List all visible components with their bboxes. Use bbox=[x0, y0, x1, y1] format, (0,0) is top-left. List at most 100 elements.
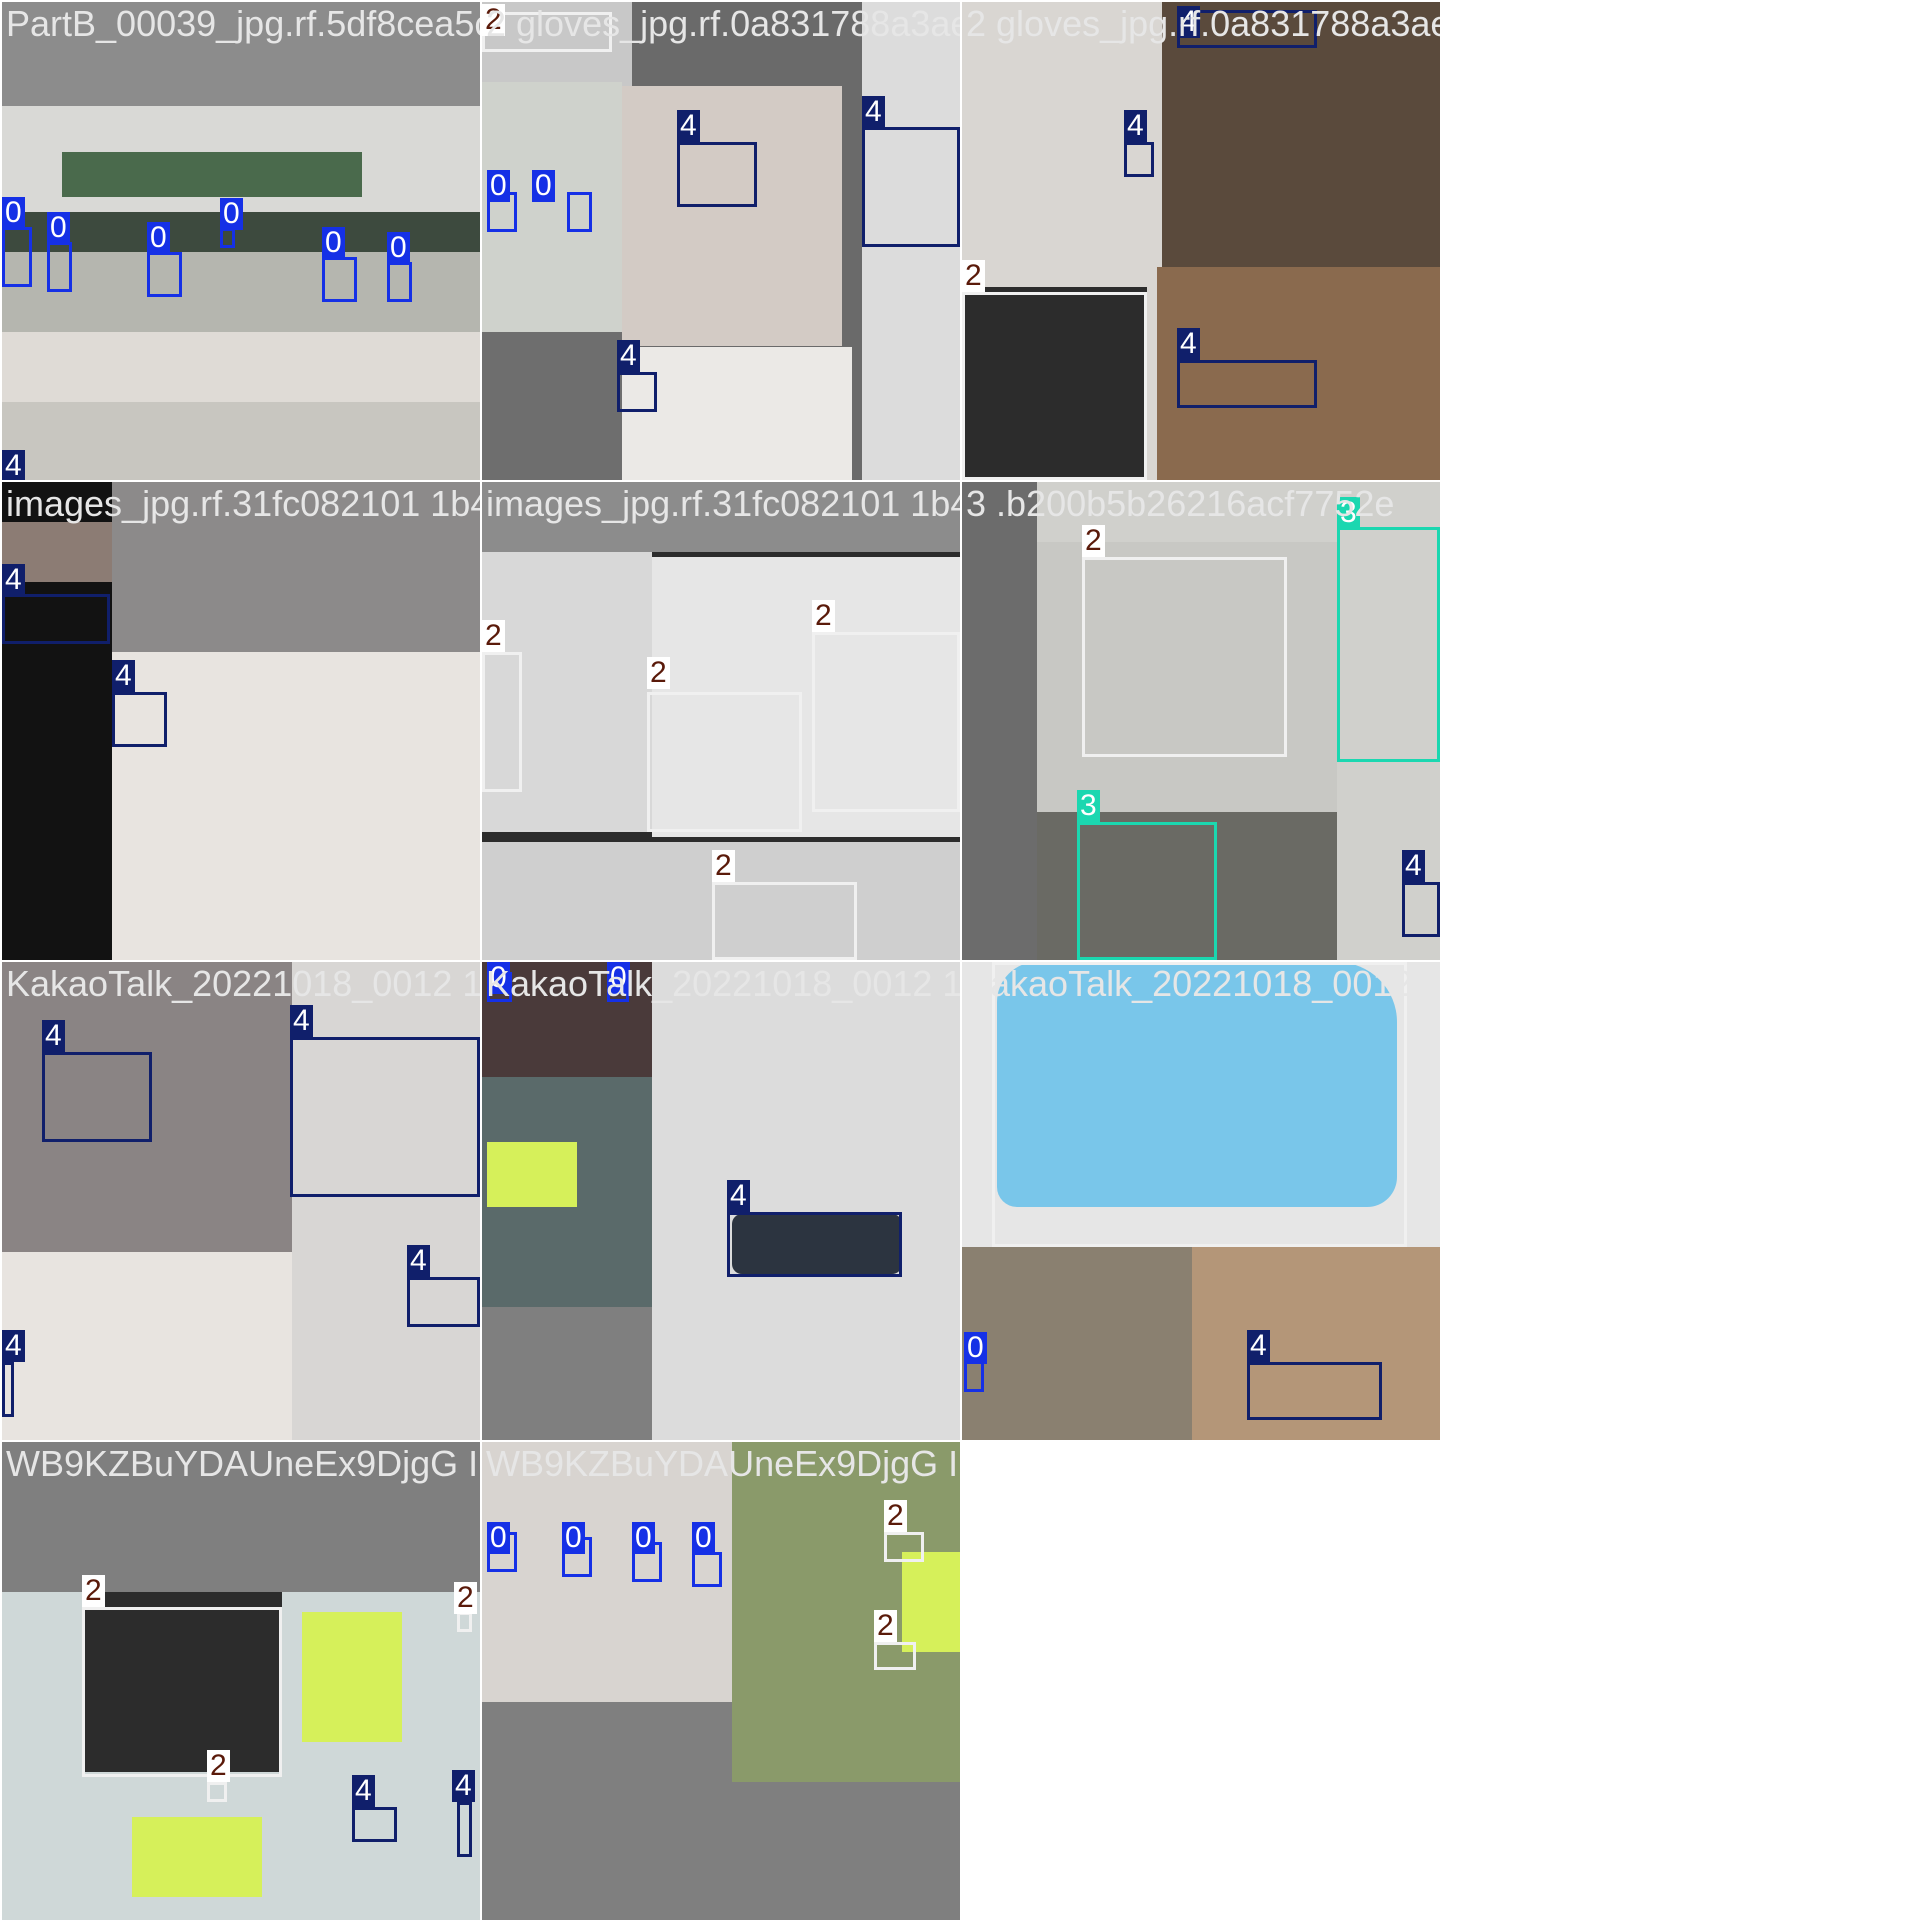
bbox-label: 0 bbox=[692, 1522, 715, 1554]
bbox-label: 2 bbox=[874, 1610, 897, 1642]
bbox-class2 bbox=[874, 1642, 916, 1670]
bbox-label: 0 bbox=[322, 227, 345, 259]
bbox-label: 4 bbox=[617, 340, 640, 372]
blue-glove bbox=[997, 962, 1397, 1207]
bbox-class0 bbox=[147, 252, 182, 297]
bbox-label: 4 bbox=[1247, 1330, 1270, 1362]
gray-block bbox=[482, 1307, 652, 1440]
bbox-class0 bbox=[47, 242, 72, 292]
bbox-label: 4 bbox=[407, 1245, 430, 1277]
bbox-label: 0 bbox=[147, 222, 170, 254]
bbox-class4 bbox=[457, 1802, 472, 1857]
bbox-label: 2 bbox=[647, 657, 670, 689]
bbox-label: 4 bbox=[452, 1770, 475, 1802]
bbox-class4 bbox=[2, 594, 110, 644]
bbox-class4 bbox=[1402, 882, 1440, 937]
bbox-label: 2 bbox=[207, 1750, 230, 1782]
bbox-label: 4 bbox=[727, 1180, 750, 1212]
bbox-class4 bbox=[1124, 142, 1154, 177]
bbox-label: 0 bbox=[607, 962, 630, 994]
tile-glove-workers: WB9KZBuYDAUneEx9DjgG IMG2022002 4s7B240_… bbox=[2, 1442, 480, 1920]
flower-hand-photo bbox=[1037, 812, 1337, 960]
tile-glove-hand-flowers: 3 .b200b5b26216acf7752e 2 3 3 4 bbox=[962, 482, 1440, 960]
bbox-label: 4 bbox=[112, 660, 135, 692]
arm-fragment bbox=[482, 552, 652, 832]
bbox-class0 bbox=[322, 257, 357, 302]
bbox-class0 bbox=[387, 262, 412, 302]
bbox-label: 2 bbox=[1082, 525, 1105, 557]
classroom-banner bbox=[62, 152, 362, 197]
painting-man-face bbox=[1192, 1247, 1440, 1440]
bbox-class4 bbox=[352, 1807, 397, 1842]
bbox-label: 0 bbox=[47, 212, 70, 244]
gray-block bbox=[732, 1782, 960, 1920]
bbox-class3 bbox=[1077, 822, 1217, 960]
bbox-class2 bbox=[962, 292, 1147, 480]
bbox-label: 0 bbox=[487, 962, 510, 994]
tile-faces-closeup: images_jpg.rf.31fc082101 1b421a50da97181… bbox=[2, 482, 480, 960]
hi-vis-vest bbox=[132, 1817, 262, 1897]
students-area bbox=[2, 252, 480, 402]
bbox-class2 bbox=[992, 962, 1407, 1247]
glove-image bbox=[962, 287, 1147, 480]
gray-block bbox=[482, 332, 622, 480]
bbox-label: 4 bbox=[862, 96, 885, 128]
bbox-label: 4 bbox=[2, 450, 25, 480]
bbox-label: 3 bbox=[1337, 497, 1360, 529]
bbox-label: 0 bbox=[532, 170, 555, 202]
bbox-label: 2 bbox=[482, 4, 505, 36]
bbox-class4 bbox=[112, 692, 167, 747]
bbox-label: 4 bbox=[1177, 328, 1200, 360]
tile-classroom-1: PartB_00039_jpg.rf.5df8cea5cf8ed8a5a0e96… bbox=[2, 2, 480, 480]
bbox-label: 0 bbox=[487, 1522, 510, 1554]
bbox-class4 bbox=[42, 1052, 152, 1142]
face-fragment bbox=[112, 482, 480, 652]
bbox-class2 bbox=[884, 1532, 924, 1562]
tile-lab-gloves: images_jpg.rf.31fc082101 1b421a50da97181… bbox=[482, 482, 960, 960]
bbox-label: 4 bbox=[42, 1020, 65, 1052]
bbox-label: 0 bbox=[2, 197, 25, 229]
bbox-label: 2 bbox=[962, 260, 985, 292]
bbox-class4 bbox=[727, 1212, 902, 1277]
bbox-class4 bbox=[407, 1277, 480, 1327]
bbox-label: 2 bbox=[82, 1575, 105, 1607]
bbox-class2 bbox=[207, 1782, 227, 1802]
face-fragment bbox=[622, 347, 852, 480]
bbox-label: 4 bbox=[290, 1005, 313, 1037]
bbox-class4 bbox=[290, 1037, 480, 1197]
bbox-label: 4 bbox=[1177, 6, 1200, 38]
bbox-class2 bbox=[482, 652, 522, 792]
gray-block bbox=[482, 1702, 732, 1920]
glove-photo bbox=[1037, 542, 1337, 812]
bbox-class2 bbox=[812, 632, 960, 812]
bbox-label: 2 bbox=[812, 600, 835, 632]
bbox-class0 bbox=[692, 1552, 722, 1587]
hi-vis-vest bbox=[487, 1142, 577, 1207]
bbox-label: 4 bbox=[2, 564, 25, 596]
bbox-label: 2 bbox=[454, 1582, 477, 1614]
bbox-class4 bbox=[2, 1362, 14, 1417]
bbox-class2 bbox=[82, 1607, 282, 1777]
face-fragment bbox=[622, 86, 842, 346]
painting-man-face bbox=[1157, 267, 1440, 480]
bbox-label: 0 bbox=[964, 1332, 987, 1364]
hi-vis-vest bbox=[902, 1552, 960, 1652]
bbox-class0 bbox=[2, 227, 32, 287]
hi-vis-vest bbox=[302, 1612, 402, 1742]
bbox-class4 bbox=[677, 142, 757, 207]
bbox-class4 bbox=[617, 372, 657, 412]
bbox-label: 3 bbox=[1077, 790, 1100, 822]
bbox-label: 0 bbox=[487, 170, 510, 202]
lab-worker bbox=[652, 557, 960, 837]
bbox-class2 bbox=[1082, 557, 1287, 757]
bbox-class4 bbox=[1247, 1362, 1382, 1420]
face-fragment bbox=[2, 1252, 292, 1440]
tile-painting-glove: 2 gloves_jpg.rf.0a831788a3ae328df1bb2fef… bbox=[962, 2, 1440, 480]
tile-classroom-field: WB9KZBuYDAUneEx9DjgG IMG2022002 4s7B240_… bbox=[482, 1442, 960, 1920]
bbox-label: 0 bbox=[220, 198, 243, 230]
bbox-label: 0 bbox=[632, 1522, 655, 1554]
bbox-label: 4 bbox=[677, 110, 700, 142]
classroom-fragment bbox=[482, 82, 622, 332]
bbox-class4 bbox=[862, 127, 960, 247]
tile-blue-glove-painting: KakaoTalk_20221018_0012 1_test6_png.rf.f… bbox=[962, 962, 1440, 1440]
